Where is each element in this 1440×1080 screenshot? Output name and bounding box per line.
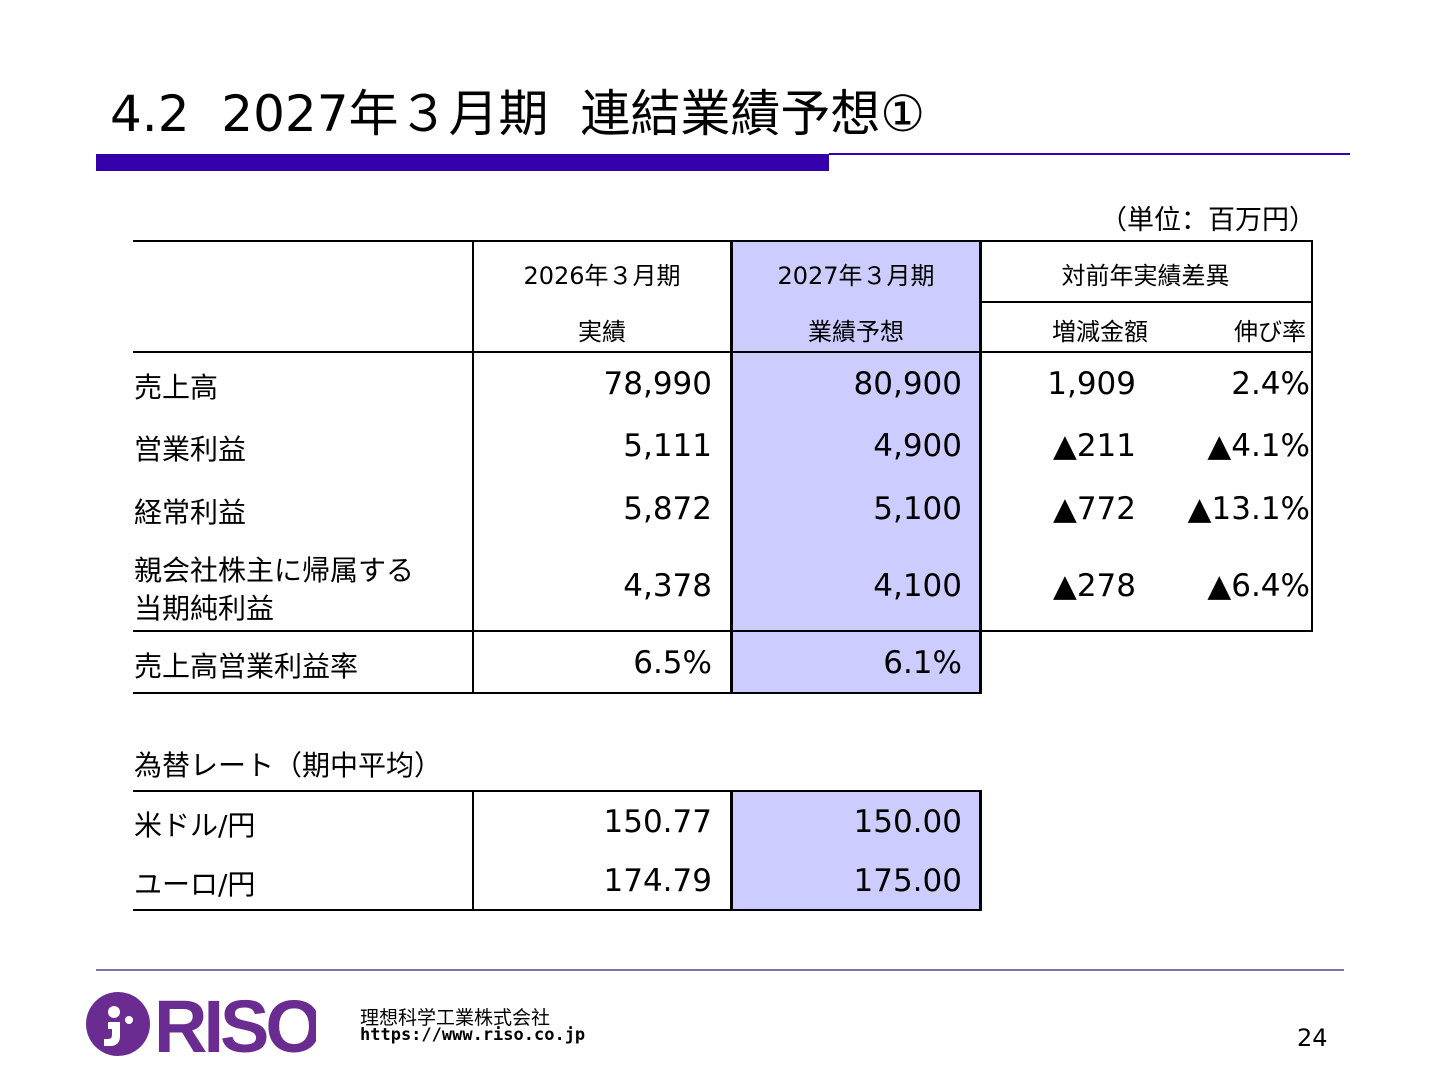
- margin-prev-value: 6.5%: [633, 645, 712, 681]
- diff-value: 1,909: [1047, 366, 1136, 402]
- prev-value: 78,990: [603, 366, 712, 402]
- header-prev-year: 2026年３月期: [523, 262, 681, 290]
- forecast-column-highlight: [732, 241, 980, 694]
- company-name: 理想科学工業株式会社: [360, 1007, 551, 1029]
- fx-col-divider-1: [472, 790, 474, 911]
- growth-value: ▲4.1%: [1207, 428, 1310, 464]
- fx-bottom-border: [133, 909, 982, 911]
- header-forecast-sub: 業績予想: [808, 318, 904, 346]
- header-growth: 伸び率: [1234, 318, 1306, 346]
- diff-value: ▲211: [1052, 428, 1136, 464]
- row-label-line1: 親会社株主に帰属する: [134, 554, 415, 587]
- growth-value: ▲13.1%: [1187, 491, 1310, 527]
- margin-row-bottom-border: [133, 692, 982, 694]
- growth-value: ▲6.4%: [1207, 568, 1310, 604]
- row-label: 営業利益: [134, 433, 247, 466]
- forecast-value: 4,100: [873, 568, 962, 604]
- fx-prev-value: 150.77: [603, 804, 712, 840]
- col-divider-2: [730, 240, 733, 694]
- forecast-value: 4,900: [873, 428, 962, 464]
- prev-value: 5,111: [623, 428, 712, 464]
- header-diff-amount: 増減金額: [1052, 318, 1148, 346]
- title-underline-thin: [829, 153, 1350, 155]
- title-underline-thick: [96, 154, 829, 171]
- body-bottom-border: [133, 630, 1313, 632]
- header-forecast-year: 2027年３月期: [777, 262, 935, 290]
- forecast-value: 5,100: [873, 491, 962, 527]
- fx-col-divider-3: [979, 790, 982, 911]
- footer-divider: [96, 969, 1344, 971]
- table-top-border: [133, 240, 1313, 242]
- diff-header-divider: [980, 301, 1313, 303]
- fx-row-label: 米ドル/円: [134, 809, 256, 842]
- header-diff-group: 対前年実績差異: [1061, 262, 1230, 290]
- riso-logo: RISO: [84, 985, 324, 1068]
- unit-note: （単位：百万円）: [1100, 205, 1316, 236]
- col-divider-1: [472, 240, 474, 694]
- forecast-value: 80,900: [853, 366, 962, 402]
- fx-top-border: [133, 790, 982, 792]
- fx-section-title: 為替レート（期中平均）: [134, 749, 443, 782]
- col-divider-right: [1311, 240, 1313, 632]
- fx-row-label: ユーロ/円: [134, 868, 256, 901]
- row-label: 売上高: [134, 371, 219, 404]
- margin-row-label: 売上高営業利益率: [134, 650, 359, 683]
- margin-forecast-value: 6.1%: [883, 645, 962, 681]
- fx-forecast-value: 150.00: [853, 804, 962, 840]
- prev-value: 5,872: [623, 491, 712, 527]
- fx-forecast-column-highlight: [732, 791, 980, 910]
- header-bottom-border: [133, 351, 1313, 353]
- logo-text: RISO: [154, 990, 316, 1058]
- diff-value: ▲772: [1052, 491, 1136, 527]
- col-divider-3: [979, 240, 982, 694]
- fx-forecast-value: 175.00: [853, 863, 962, 899]
- fx-col-divider-2: [730, 790, 733, 911]
- row-label: 経常利益: [134, 496, 247, 529]
- row-label-line2: 当期純利益: [134, 592, 275, 625]
- diff-value: ▲278: [1052, 568, 1136, 604]
- prev-value: 4,378: [623, 568, 712, 604]
- slide-title: 4.2 2027年３月期 連結業績予想①: [110, 85, 926, 143]
- growth-value: 2.4%: [1231, 366, 1310, 402]
- page-number: 24: [1297, 1024, 1328, 1052]
- fx-prev-value: 174.79: [603, 863, 712, 899]
- company-url[interactable]: https://www.riso.co.jp: [360, 1025, 586, 1045]
- header-prev-sub: 実績: [578, 318, 626, 346]
